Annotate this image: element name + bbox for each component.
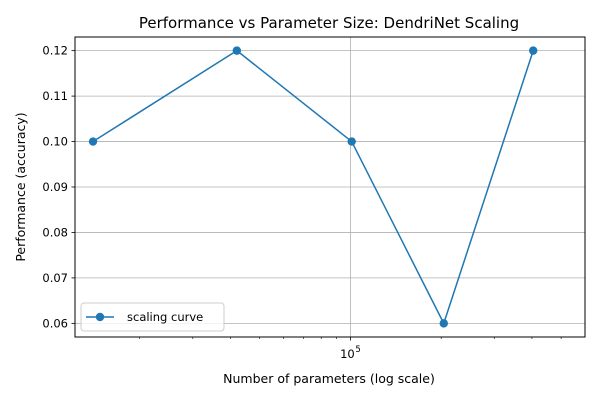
data-point (232, 46, 242, 55)
data-point (347, 137, 356, 146)
data-point (88, 137, 98, 146)
plot-frame (74, 36, 586, 338)
x-tick-label-exponent: 5 (355, 345, 360, 355)
legend-label: scaling curve (127, 310, 203, 324)
axis-ticks (71, 50, 351, 341)
y-tick-label: 0.11 (42, 89, 68, 103)
y-tick-label: 0.10 (42, 135, 68, 149)
data-point (529, 46, 538, 55)
legend-box (80, 302, 225, 332)
y-tick-label: 0.07 (42, 271, 68, 285)
chart-title: Performance vs Parameter Size: DendriNet… (139, 14, 519, 32)
grid (75, 37, 585, 337)
legend-marker-swatch (95, 312, 105, 322)
x-axis-label: Number of parameters (log scale) (223, 371, 435, 386)
data-point (439, 319, 448, 328)
y-tick-label: 0.12 (42, 44, 68, 58)
tick-labels: 0.06 0.07 0.08 0.09 0.10 0.11 0.12 10 5 (42, 44, 360, 361)
series-layer (88, 46, 538, 328)
y-axis-label: Performance (accuracy) (13, 112, 28, 261)
x-tick-label: 10 (340, 347, 355, 361)
legend: scaling curve (80, 302, 225, 332)
y-tick-label: 0.08 (42, 225, 68, 239)
y-tick-label: 0.09 (42, 180, 68, 194)
y-tick-label: 0.06 (42, 316, 68, 330)
